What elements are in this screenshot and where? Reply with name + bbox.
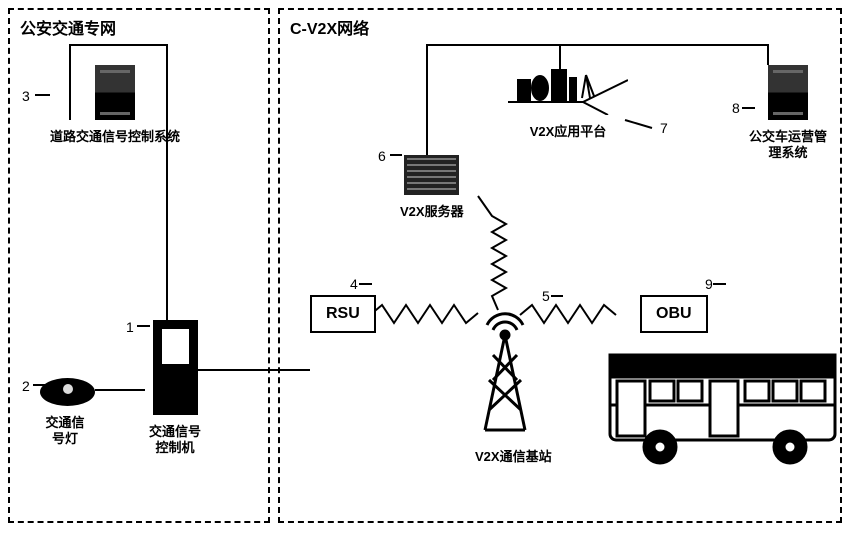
node3-label: 道路交通信号控制系统 [50,129,180,145]
server-rack-icon [404,155,459,195]
traffic-light: 交通信号灯 [40,378,95,446]
node1-number: 1 [126,319,134,335]
road-traffic-signal-control-system: 道路交通信号控制系统 [50,65,180,145]
node6-number: 6 [378,148,386,164]
antenna-tower-icon [475,310,535,440]
v2x-server: V2X服务器 [400,155,464,220]
node2-label: 交通信号灯 [40,415,90,446]
node8-number: 8 [732,100,740,116]
node5-number: 5 [542,288,550,304]
node1-label: 交通信号控制机 [145,424,205,455]
traffic-light-icon [40,378,95,406]
bus-icon [605,335,845,475]
server-icon [95,65,135,120]
controller-icon [153,320,198,415]
node9-number: 9 [705,276,713,292]
platform-icon [508,60,628,110]
node6-label: V2X服务器 [400,204,464,220]
node7-label: V2X应用平台 [508,124,628,140]
obu-node: OBU [640,295,708,333]
v2x-base-station: V2X通信基站 [475,310,552,465]
bus-vehicle [605,335,805,445]
obu-box: OBU [640,295,708,333]
node7-number: 7 [660,120,668,136]
rsu-node: RSU [310,295,376,333]
traffic-signal-controller: 交通信号控制机 [145,320,205,455]
police-network-title: 公安交通专网 [20,15,116,39]
v2x-app-platform: V2X应用平台 [508,60,628,140]
node3-number: 3 [22,88,30,104]
node5-label: V2X通信基站 [475,449,552,465]
server-icon [768,65,808,120]
cv2x-network-title: C-V2X网络 [290,15,369,39]
bus-operation-mgmt-system: 公交车运营管理系统 [748,65,828,160]
node4-number: 4 [350,276,358,292]
rsu-box: RSU [310,295,376,333]
node8-label: 公交车运营管理系统 [748,129,828,160]
node2-number: 2 [22,378,30,394]
